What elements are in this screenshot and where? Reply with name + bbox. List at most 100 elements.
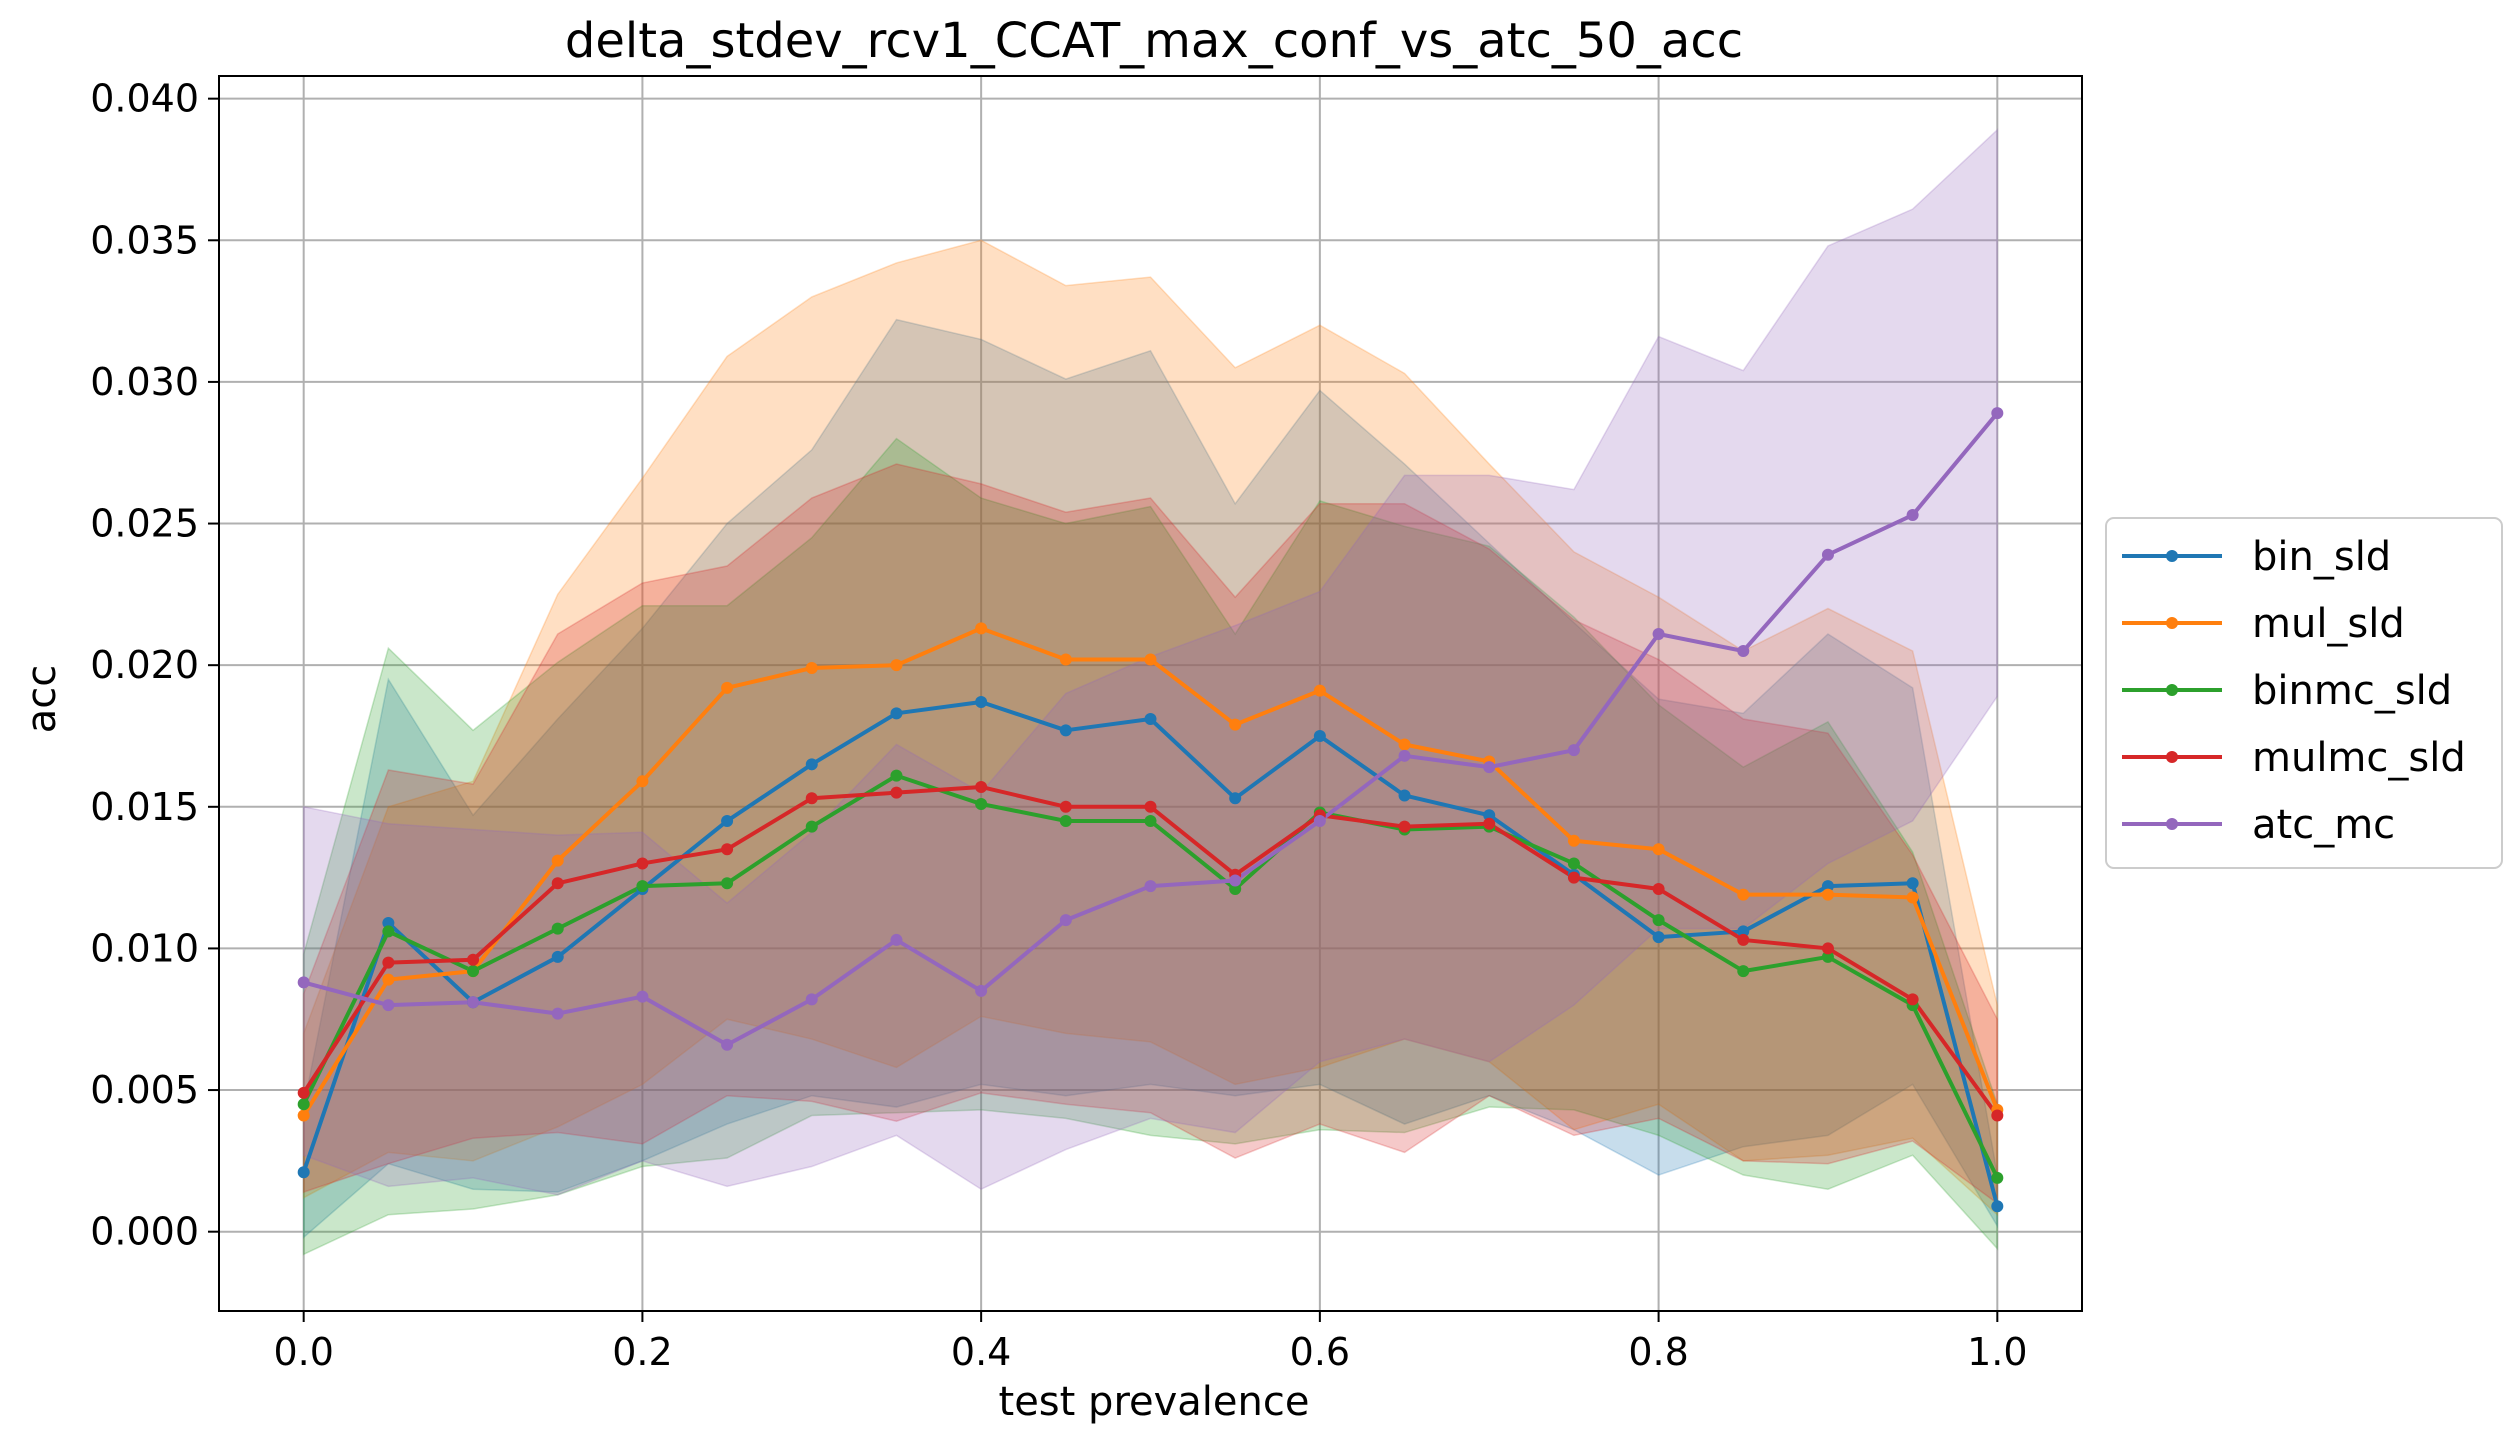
point-binmc_sld — [636, 880, 649, 893]
point-atc_mc — [382, 999, 395, 1012]
point-mul_sld — [1313, 684, 1326, 697]
point-bin_sld — [1144, 712, 1157, 725]
y-tick-label: 0.005 — [90, 1068, 199, 1112]
point-bin_sld — [975, 695, 988, 708]
point-mulmc_sld — [1059, 800, 1072, 813]
point-atc_mc — [890, 933, 903, 946]
point-bin_sld — [1313, 729, 1326, 742]
point-atc_mc — [1313, 814, 1326, 827]
point-atc_mc — [1906, 509, 1919, 522]
point-bin_sld — [297, 1166, 310, 1179]
point-mulmc_sld — [467, 953, 480, 966]
legend-box — [2105, 517, 2503, 869]
point-binmc_sld — [890, 769, 903, 782]
point-binmc_sld — [1059, 814, 1072, 827]
point-bin_sld — [1229, 792, 1242, 805]
point-mul_sld — [1144, 653, 1157, 666]
point-bin_sld — [805, 758, 818, 771]
point-mulmc_sld — [1483, 817, 1496, 830]
point-bin_sld — [1652, 931, 1665, 944]
x-axis-ticks: 0.0 0.2 0.4 0.6 0.8 1.0 — [273, 1311, 2028, 1374]
plot-frame — [218, 75, 2083, 1312]
y-tick-label: 0.025 — [90, 502, 199, 546]
y-tick-label: 0.035 — [90, 218, 199, 262]
point-atc_mc — [1398, 749, 1411, 762]
y-tick-label: 0.020 — [90, 643, 199, 687]
y-tick-label: 0.040 — [90, 77, 199, 121]
point-mul_sld — [297, 1109, 310, 1122]
point-bin_sld — [721, 814, 734, 827]
legend-label-mulmc_sld: mulmc_sld — [2252, 735, 2466, 781]
x-tick-label: 0.0 — [273, 1330, 333, 1374]
point-mulmc_sld — [1737, 933, 1750, 946]
point-binmc_sld — [1821, 950, 1834, 963]
point-atc_mc — [1991, 407, 2004, 420]
point-mulmc_sld — [551, 877, 564, 890]
legend-label-bin_sld: bin_sld — [2252, 534, 2391, 580]
point-atc_mc — [1483, 761, 1496, 774]
point-mul_sld — [1652, 843, 1665, 856]
error-bands — [302, 128, 1999, 1256]
point-bin_sld — [1398, 789, 1411, 802]
point-mul_sld — [1229, 718, 1242, 731]
point-mulmc_sld — [975, 780, 988, 793]
point-mul_sld — [636, 775, 649, 788]
legend-marker-atc_mc — [2166, 818, 2178, 830]
point-atc_mc — [1821, 548, 1834, 561]
point-mulmc_sld — [1144, 800, 1157, 813]
legend-marker-bin_sld — [2166, 550, 2178, 562]
point-binmc_sld — [805, 820, 818, 833]
point-mul_sld — [382, 973, 395, 986]
point-bin_sld — [1991, 1200, 2004, 1213]
point-mulmc_sld — [1398, 820, 1411, 833]
point-binmc_sld — [467, 965, 480, 978]
point-binmc_sld — [975, 797, 988, 810]
point-mulmc_sld — [1991, 1109, 2004, 1122]
point-bin_sld — [890, 707, 903, 720]
point-mulmc_sld — [805, 792, 818, 805]
point-mul_sld — [890, 659, 903, 672]
point-mul_sld — [1567, 834, 1580, 847]
point-mul_sld — [1737, 888, 1750, 901]
point-atc_mc — [1059, 914, 1072, 927]
point-binmc_sld — [551, 922, 564, 935]
point-bin_sld — [1737, 925, 1750, 938]
point-binmc_sld — [1229, 882, 1242, 895]
point-mul_sld — [1059, 653, 1072, 666]
point-mulmc_sld — [1652, 882, 1665, 895]
point-binmc_sld — [1991, 1171, 2004, 1184]
band-mul_sld — [302, 239, 1999, 1217]
point-atc_mc — [1229, 874, 1242, 887]
point-bin_sld — [1821, 880, 1834, 893]
point-binmc_sld — [382, 925, 395, 938]
y-tick-label: 0.010 — [90, 926, 199, 970]
y-axis-ticks: 0.000 0.005 0.010 0.015 0.020 0.025 0.030 0.035… — [90, 77, 219, 1254]
series-points — [297, 407, 2004, 1213]
point-binmc_sld — [1567, 857, 1580, 870]
x-tick-label: 0.2 — [612, 1330, 672, 1374]
y-tick-label: 0.015 — [90, 785, 199, 829]
point-atc_mc — [551, 1007, 564, 1020]
point-mulmc_sld — [721, 843, 734, 856]
point-atc_mc — [1144, 880, 1157, 893]
point-atc_mc — [1652, 628, 1665, 641]
point-binmc_sld — [1737, 965, 1750, 978]
point-atc_mc — [975, 984, 988, 997]
legend-marker-mul_sld — [2166, 617, 2178, 629]
point-bin_sld — [1483, 809, 1496, 822]
band-bin_sld — [302, 318, 1999, 1239]
point-mulmc_sld — [1906, 993, 1919, 1006]
point-binmc_sld — [1144, 814, 1157, 827]
point-bin_sld — [382, 916, 395, 929]
x-tick-label: 0.8 — [1628, 1330, 1688, 1374]
point-atc_mc — [636, 990, 649, 1003]
point-atc_mc — [1737, 645, 1750, 658]
point-binmc_sld — [297, 1098, 310, 1111]
y-tick-label: 0.030 — [90, 360, 199, 404]
legend: bin_sld mul_sld binmc_sld mulmc_sld atc_mc — [2105, 517, 2503, 869]
x-tick-label: 0.4 — [951, 1330, 1011, 1374]
point-atc_mc — [297, 976, 310, 989]
point-mul_sld — [1821, 888, 1834, 901]
point-atc_mc — [721, 1038, 734, 1051]
